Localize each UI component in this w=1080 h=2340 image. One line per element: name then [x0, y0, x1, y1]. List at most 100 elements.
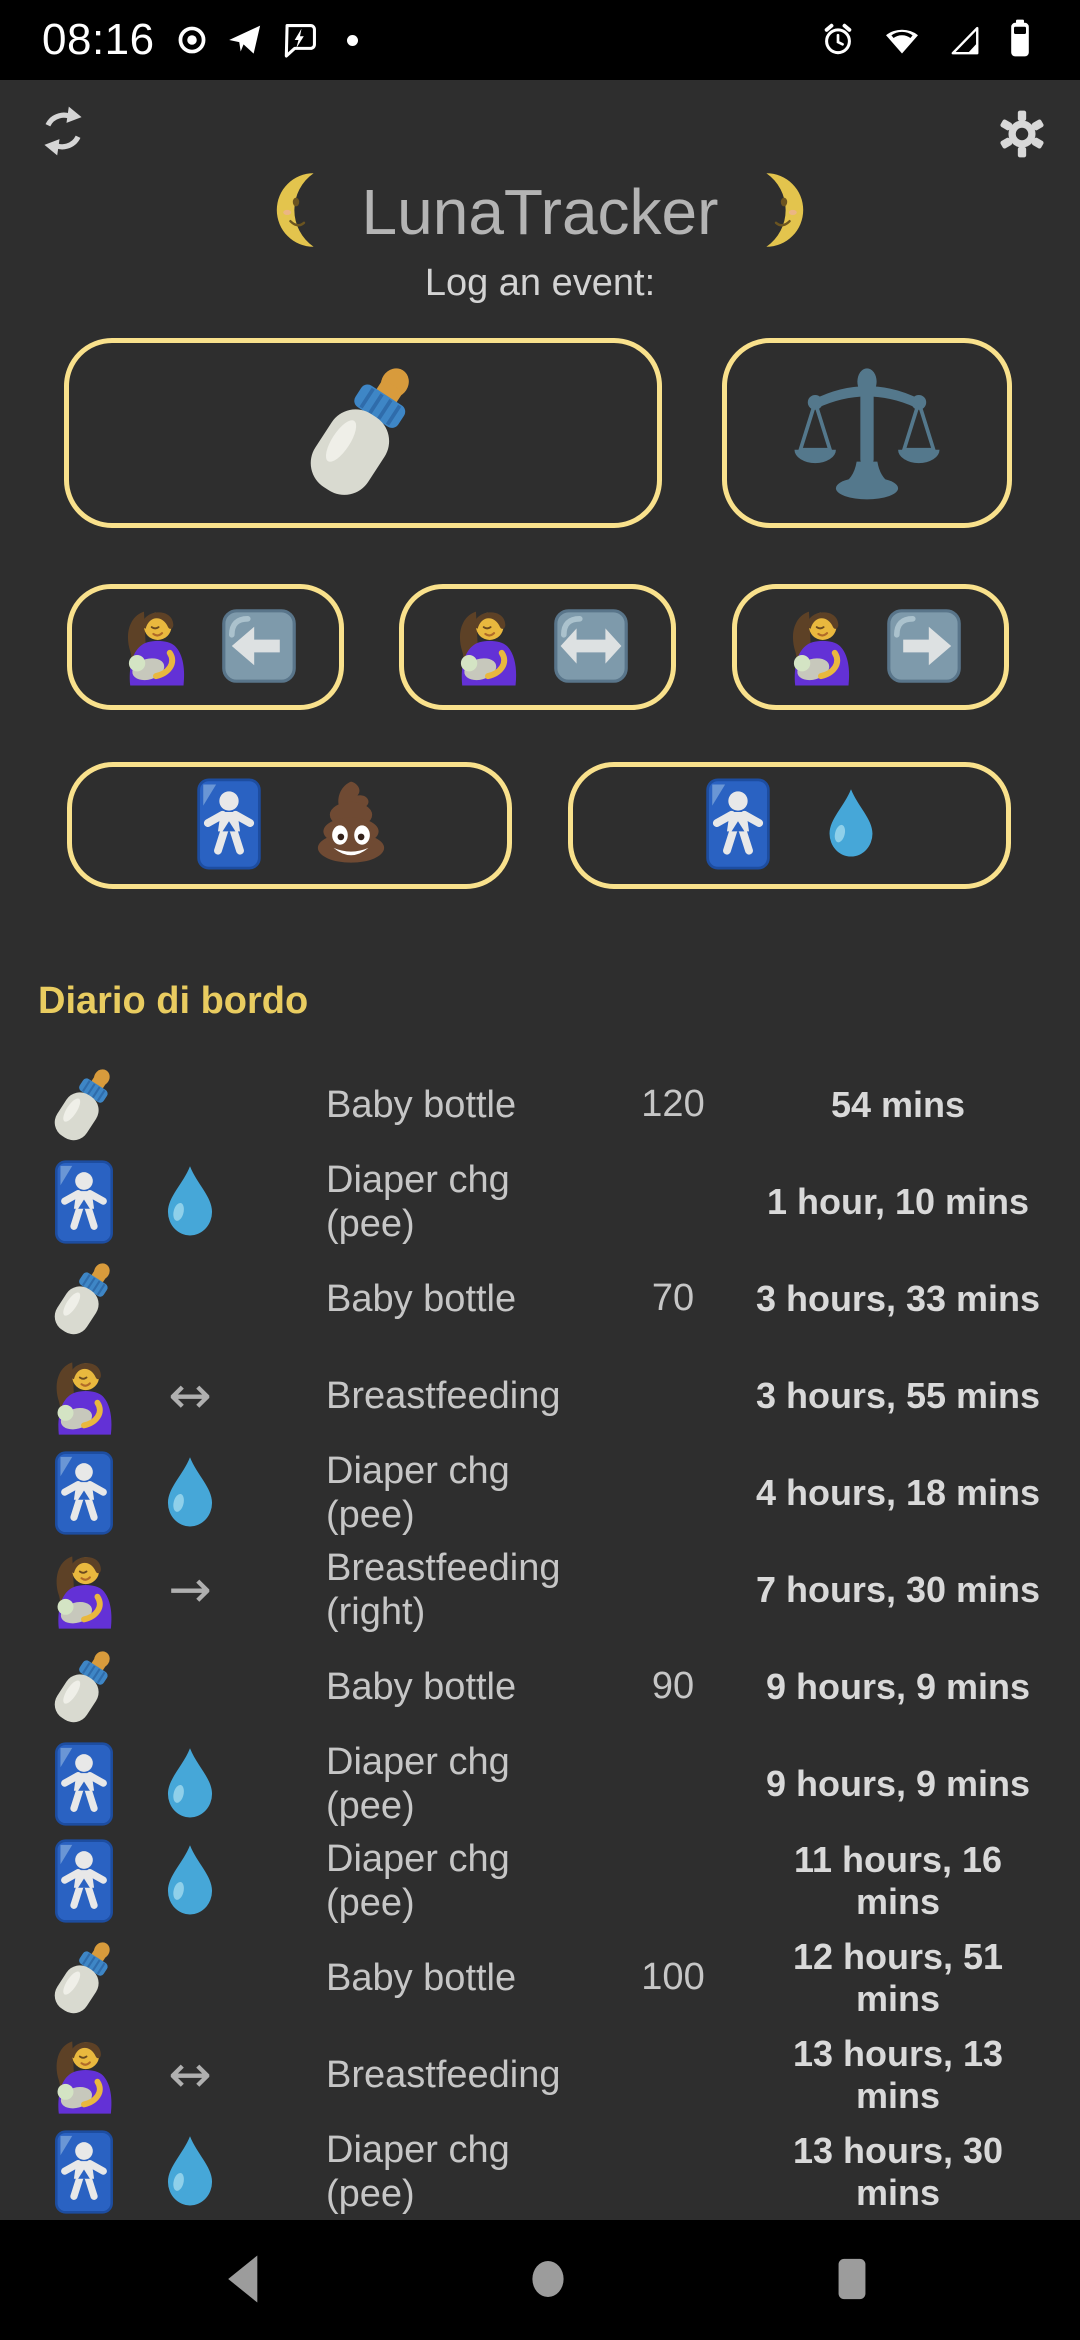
event-elapsed-time: 11 hours, 16 mins	[793, 1838, 1003, 1922]
log-breastfeed-right-button[interactable]	[732, 584, 1009, 710]
log-event-row[interactable]: Diaper chg (pee) 4 hours, 18 mins	[0, 1444, 1080, 1541]
event-label: Diaper chg (pee)	[326, 1449, 510, 1536]
wifi-icon	[883, 20, 921, 58]
event-type-icon	[42, 1836, 138, 1926]
log-breastfeed-both-button[interactable]	[399, 584, 676, 710]
logbook-heading: Diario di bordo	[38, 980, 309, 1022]
notification-dot-icon	[346, 34, 358, 46]
nav-home-button[interactable]	[488, 2220, 608, 2340]
log-event-row[interactable]: Baby bottle 70 3 hours, 33 mins	[0, 1250, 1080, 1347]
log-event-row[interactable]: ↔ Breastfeeding 3 hours, 55 mins	[0, 1347, 1080, 1444]
status-bar: 08:16	[0, 0, 1080, 80]
event-elapsed-time: 7 hours, 30 mins	[755, 1568, 1041, 1610]
screen-record-icon	[175, 23, 209, 57]
signal-icon	[948, 24, 982, 58]
event-elapsed-time: 1 hour, 10 mins	[766, 1180, 1030, 1222]
event-type-icon	[42, 1545, 138, 1635]
event-modifier-arrow: →	[168, 1559, 212, 1620]
event-elapsed-time: 54 mins	[830, 1083, 966, 1125]
log-event-row[interactable]: → Breastfeeding (right) 7 hours, 30 mins	[0, 1541, 1080, 1638]
home-icon	[518, 2249, 578, 2312]
log-event-row[interactable]: Baby bottle 90 9 hours, 9 mins	[0, 1638, 1080, 1735]
scales-icon	[793, 358, 941, 509]
event-modifier-icon	[152, 1160, 228, 1244]
status-right-icons	[797, 18, 1032, 63]
log-event-subtitle: Log an event:	[424, 262, 656, 304]
event-elapsed-time: 13 hours, 13 mins	[792, 2032, 1004, 2116]
log-diaper-pee-button[interactable]	[568, 762, 1011, 889]
event-label: Baby bottle	[326, 1665, 517, 1708]
event-elapsed-time: 4 hours, 18 mins	[755, 1471, 1041, 1513]
arrow-left-icon	[219, 606, 299, 689]
arrow-both-icon	[551, 606, 631, 689]
recents-icon	[824, 2249, 880, 2312]
breastfeeding-icon	[113, 603, 199, 692]
event-quantity: 120	[641, 1083, 705, 1125]
event-quantity: 70	[651, 1277, 695, 1319]
telegram-icon	[227, 22, 263, 58]
log-event-row[interactable]: Baby bottle 100 12 hours, 51 mins	[0, 1929, 1080, 2026]
log-weigh-button[interactable]	[722, 338, 1012, 528]
sync-button[interactable]	[34, 102, 92, 163]
event-modifier-icon	[152, 1742, 228, 1826]
event-label: Diaper chg (pee)	[326, 2128, 510, 2215]
event-label: Diaper chg (pee)	[326, 1158, 510, 1245]
settings-button[interactable]	[996, 108, 1048, 163]
event-label: Baby bottle	[326, 1277, 517, 1320]
event-quantity: 90	[651, 1665, 695, 1707]
event-label: Baby bottle	[326, 1083, 517, 1126]
event-label: Diaper chg (pee)	[326, 1740, 510, 1827]
event-elapsed-time: 13 hours, 30 mins	[792, 2129, 1004, 2213]
log-event-row[interactable]: Diaper chg (pee) 9 hours, 9 mins	[0, 1735, 1080, 1832]
event-label: Breastfeeding	[326, 1374, 561, 1417]
android-nav-bar	[0, 2220, 1080, 2340]
log-event-row[interactable]: Diaper chg (pee) 1 hour, 10 mins	[0, 1153, 1080, 1250]
event-modifier-icon	[152, 2130, 228, 2214]
event-modifier-arrow: ↔	[168, 1365, 212, 1426]
log-breastfeed-left-button[interactable]	[67, 584, 344, 710]
log-event-row[interactable]: Baby bottle 120 54 mins	[0, 1056, 1080, 1153]
battery-icon	[1008, 18, 1032, 58]
event-type-icon	[42, 2127, 138, 2217]
moon-face-left-icon	[264, 170, 344, 255]
nav-back-button[interactable]	[185, 2220, 305, 2340]
breastfeeding-icon	[778, 603, 864, 692]
event-type-icon	[42, 1642, 138, 1732]
log-event-row[interactable]: Diaper chg (pee) 13 hours, 30 mins	[0, 2123, 1080, 2220]
log-event-row[interactable]: ↔ Breastfeeding 13 hours, 13 mins	[0, 2026, 1080, 2123]
event-elapsed-time: 3 hours, 55 mins	[755, 1374, 1041, 1416]
event-type-icon	[42, 1739, 138, 1829]
event-type-icon	[42, 1060, 138, 1150]
event-elapsed-time: 12 hours, 51 mins	[792, 1935, 1004, 2019]
nav-recents-button[interactable]	[792, 2220, 912, 2340]
event-label: Breastfeeding	[326, 2053, 561, 2096]
event-modifier-icon	[152, 1839, 228, 1923]
baby-bottle-icon	[288, 357, 438, 510]
alarm-icon	[819, 20, 857, 58]
baby-symbol-icon	[183, 778, 275, 873]
event-modifier-arrow: ↔	[168, 2044, 212, 2105]
log-event-row[interactable]: Diaper chg (pee) 11 hours, 16 mins	[0, 1832, 1080, 1929]
event-label: Baby bottle	[326, 1956, 517, 1999]
event-type-icon	[42, 1254, 138, 1344]
event-label: Breastfeeding (right)	[326, 1546, 561, 1633]
event-elapsed-time: 3 hours, 33 mins	[755, 1277, 1041, 1319]
app-title-text: LunaTracker	[361, 176, 719, 248]
event-type-icon	[42, 2030, 138, 2120]
event-type-icon	[42, 1933, 138, 2023]
event-type-icon	[42, 1157, 138, 1247]
event-elapsed-time: 9 hours, 9 mins	[765, 1762, 1031, 1804]
event-type-icon	[42, 1351, 138, 1441]
sms-lightning-icon	[281, 21, 319, 59]
droplet-icon	[814, 778, 888, 873]
back-icon	[217, 2251, 273, 2310]
event-list: Baby bottle 120 54 mins Diaper chg (pee)…	[0, 1056, 1080, 2220]
event-quantity: 100	[641, 1956, 705, 1998]
moon-face-right-icon	[736, 170, 816, 255]
log-diaper-poo-button[interactable]	[67, 762, 512, 889]
status-clock: 08:16	[42, 15, 155, 64]
log-baby-bottle-button[interactable]	[64, 338, 662, 528]
event-label: Diaper chg (pee)	[326, 1837, 510, 1924]
arrow-right-icon	[884, 606, 964, 689]
baby-symbol-icon	[692, 778, 784, 873]
